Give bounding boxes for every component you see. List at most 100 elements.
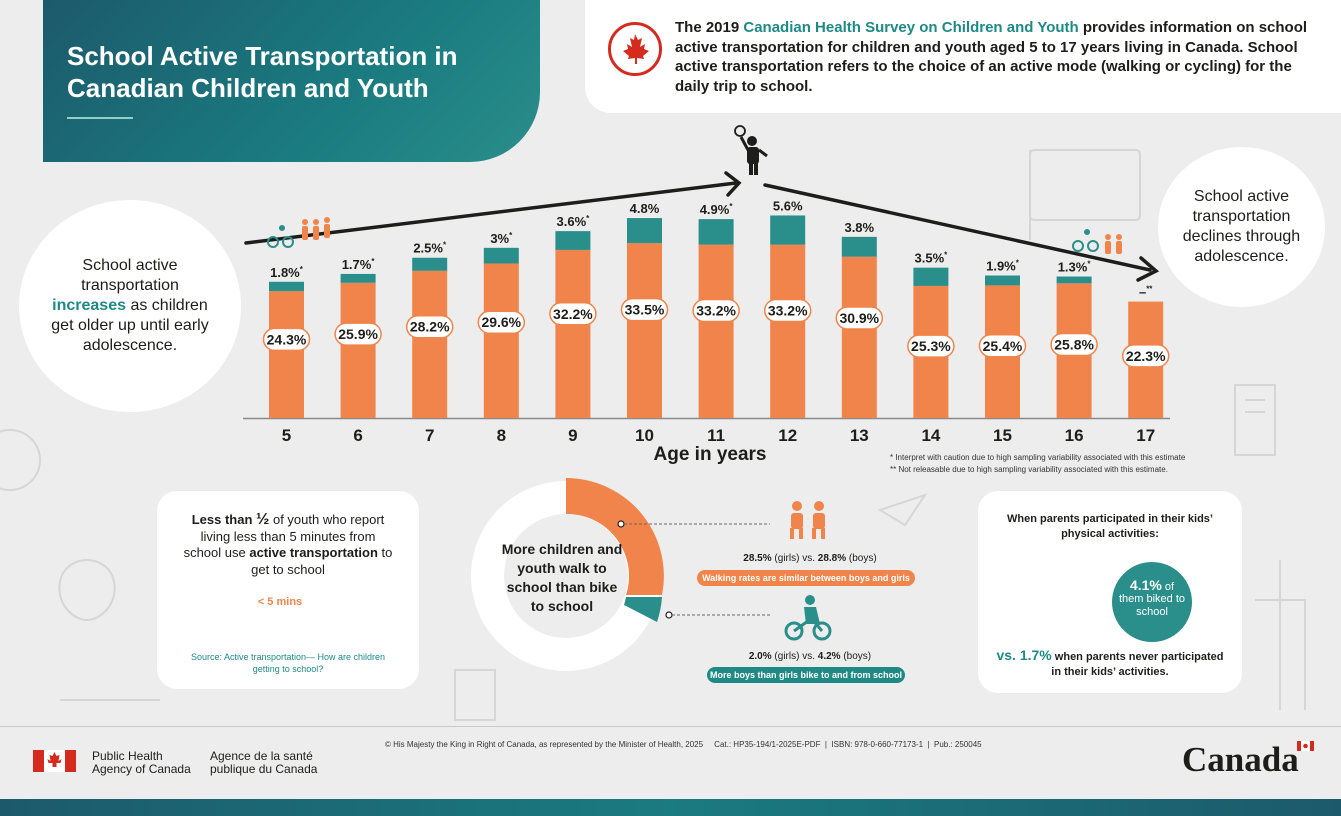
proximity-text-bold: active transportation xyxy=(249,545,378,560)
cycling-kid-icon xyxy=(784,595,832,641)
bike-value-label-age-14: 3.5%* xyxy=(915,251,949,266)
walk-bar-age-10 xyxy=(627,243,662,418)
biking-label-pill: More boys than girls bike to and from sc… xyxy=(707,667,905,683)
age-tick-16: 16 xyxy=(1065,426,1084,445)
estimate-marker-age-15: * xyxy=(1016,258,1020,267)
maple-leaf-icon xyxy=(608,22,662,76)
bike-bar-age-16 xyxy=(1056,276,1092,284)
proximity-fraction: ½ xyxy=(256,511,270,528)
walk-value-pill-age-15 xyxy=(978,334,1027,358)
walk-value-pill-age-13 xyxy=(835,306,884,330)
bike-value-label-age-6: 1.7%* xyxy=(342,257,376,272)
walk-bar-age-11 xyxy=(698,244,734,418)
age-tick-9: 9 xyxy=(568,426,577,445)
walk-value-label-age-7: 28.2% xyxy=(410,319,450,335)
footnote-caution: * Interpret with caution due to high sam… xyxy=(890,453,1186,462)
age-tick-10: 10 xyxy=(635,426,654,445)
intro-suffix: provides information on school active tr… xyxy=(675,19,1308,95)
bike-value-label-age-11: 4.9%* xyxy=(700,202,734,217)
age-tick-11: 11 xyxy=(707,426,725,445)
bike-girls-word: (girls) xyxy=(774,651,800,662)
agency-name-en: Public Health Agency of Canada xyxy=(92,750,191,776)
walk-value-pill-age-8 xyxy=(477,310,526,334)
walk-bar-age-12 xyxy=(770,244,806,418)
survey-name: Canadian Health Survey on Children and Y… xyxy=(743,19,1079,36)
walk-value-label-age-16: 25.8% xyxy=(1054,337,1094,353)
walk-value-label-age-14: 25.3% xyxy=(911,338,951,354)
age-tick-5: 5 xyxy=(282,426,291,445)
walk-value-label-age-10: 33.5% xyxy=(625,302,665,318)
walk-value-label-age-15: 25.4% xyxy=(983,338,1023,354)
background-doodles xyxy=(0,149,1306,721)
student-basketball-icon xyxy=(734,125,768,175)
x-tick-labels: 5 6 7 8 9 10 11 12 13 14 15 16 17 xyxy=(282,426,1155,445)
agency-en-line-1: Public Health xyxy=(92,749,163,763)
bike-value-label-age-16: 1.3%* xyxy=(1058,260,1092,275)
canada-wordmark: Canada xyxy=(1182,740,1299,779)
walk-vs-word: vs. xyxy=(799,553,818,564)
age-tick-15: 15 xyxy=(993,426,1012,445)
bike-boys-value: 4.2% xyxy=(817,651,841,662)
canada-flag-icon xyxy=(33,750,76,772)
comparison-value: vs. 1.7% xyxy=(996,647,1052,663)
age-tick-14: 14 xyxy=(921,426,940,445)
biking-stat: 2.0% (girls) vs. 4.2% (boys) xyxy=(690,651,930,662)
walk-value-label-age-5: 24.3% xyxy=(267,331,307,347)
intro-text: The 2019 Canadian Health Survey on Child… xyxy=(675,18,1325,96)
parents-card xyxy=(978,491,1242,693)
bike-bar-age-14 xyxy=(913,267,949,286)
increase-note-after: as children get older up until early ado… xyxy=(51,297,209,354)
bike-walk-icon-right xyxy=(1072,229,1122,254)
intro-prefix: The 2019 xyxy=(675,19,744,36)
walk-boys-word: (boys) xyxy=(848,553,877,564)
parents-stat-circle: 4.1% of them biked to school xyxy=(1112,562,1192,642)
parents-stat-value: 4.1% xyxy=(1129,577,1162,593)
wordmark-flag-icon xyxy=(1297,741,1314,751)
walk-value-pill-age-14 xyxy=(907,334,955,358)
footer-bar xyxy=(0,799,1341,816)
bike-value-label-age-9: 3.6%* xyxy=(557,214,591,229)
bike-value-label-age-12: 5.6% xyxy=(773,198,803,213)
increase-note: School active transportation increases a… xyxy=(48,256,213,356)
bike-value-label-age-5: 1.8%* xyxy=(270,265,304,280)
agency-fr-line-2: publique du Canada xyxy=(210,762,318,776)
walking-label-pill: Walking rates are similar between boys a… xyxy=(697,570,915,586)
parents-stat-suffix: of xyxy=(1161,581,1175,593)
age-tick-6: 6 xyxy=(353,426,362,445)
estimate-marker-age-6: * xyxy=(371,257,375,266)
proximity-text-1: Less than xyxy=(191,512,257,527)
walk-bar-age-8 xyxy=(483,263,519,418)
comparison-text: when parents never participated in their… xyxy=(1051,651,1224,678)
walk-girls-word: (girls) xyxy=(774,553,800,564)
agency-name-fr: Agence de la santé publique du Canada xyxy=(210,750,317,776)
age-tick-8: 8 xyxy=(497,426,506,445)
parents-stat-text: them biked to school xyxy=(1118,593,1186,618)
bike-walk-icon-left xyxy=(267,217,330,248)
decline-note: School active transportation declines th… xyxy=(1182,188,1301,265)
walk-value-label-age-8: 29.6% xyxy=(481,314,521,330)
walk-value-label-age-13: 30.9% xyxy=(839,310,879,326)
estimate-marker-age-16: * xyxy=(1087,260,1091,269)
bike-bar-age-12 xyxy=(770,215,806,245)
increase-note-circle: School active transportation increases a… xyxy=(19,200,241,412)
age-tick-13: 13 xyxy=(850,426,869,445)
walk-value-pill-age-9 xyxy=(549,302,597,326)
title-banner xyxy=(43,0,540,162)
increase-note-before: School active transportation xyxy=(81,257,179,294)
increase-note-emphasis: increases xyxy=(52,297,126,314)
proximity-card xyxy=(157,491,419,689)
walk-bar-age-7 xyxy=(412,270,448,418)
walking-stat: 28.5% (girls) vs. 28.8% (boys) xyxy=(690,553,930,564)
intro-card xyxy=(585,0,1341,113)
estimate-marker-age-7: * xyxy=(443,241,447,250)
parents-comparison: vs. 1.7% when parents never participated… xyxy=(995,648,1225,680)
estimate-marker-age-9: * xyxy=(586,214,590,223)
bar-labels: 1.8%* 24.3% 1.7%* 25.9% 2.5%* 28.2% 3%* 29.6% 3.… xyxy=(262,198,1170,368)
bike-value-label-age-10: 4.8% xyxy=(630,201,660,216)
walk-value-label-age-17: 22.3% xyxy=(1126,348,1166,364)
bike-bar-age-15 xyxy=(985,275,1020,286)
walk-bar-age-9 xyxy=(555,249,591,418)
bike-girls-value: 2.0% xyxy=(748,651,772,662)
source-link[interactable]: Source: Active transportation— How are c… xyxy=(190,652,386,674)
donut-hole xyxy=(504,514,628,638)
